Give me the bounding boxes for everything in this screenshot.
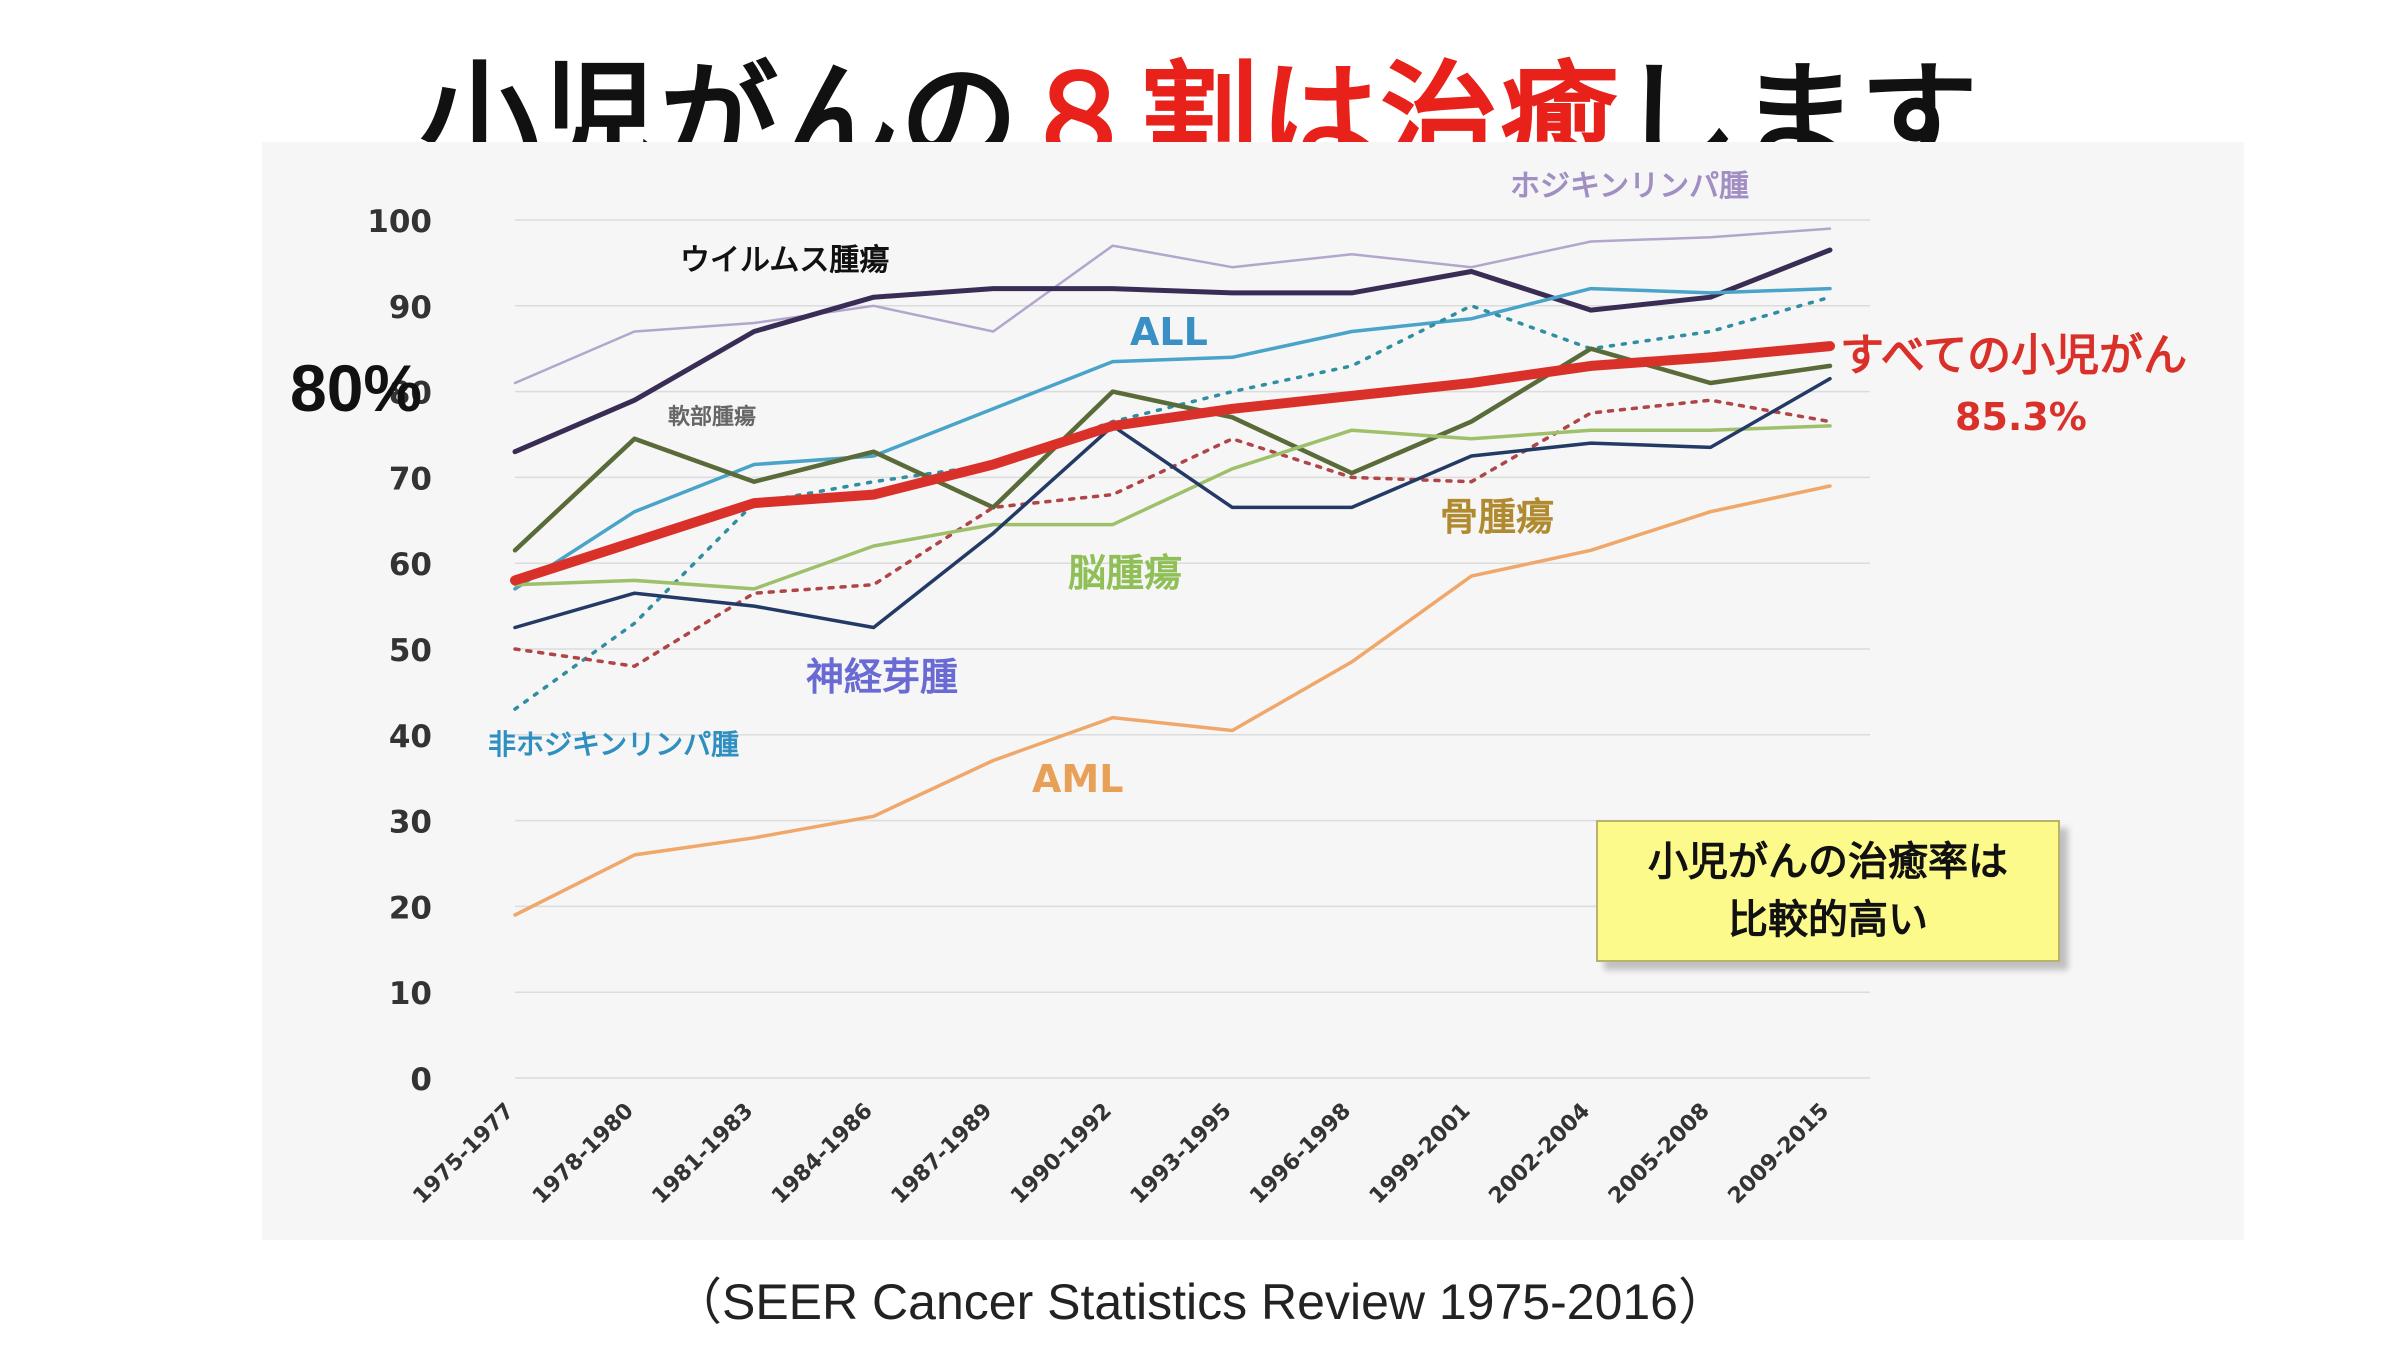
y-tick-label: 90 <box>389 290 432 326</box>
y-tick-label: 0 <box>410 1062 432 1098</box>
series-line <box>513 484 1832 917</box>
x-tick-label: 1993-1995 <box>1126 1099 1237 1210</box>
x-tick-label: 1978-1980 <box>528 1099 639 1210</box>
series-annotation: 骨腫瘍 <box>1440 495 1554 539</box>
series-annotation: すべての小児がん <box>1840 330 2187 381</box>
x-tick-label: 1975-1977 <box>409 1099 520 1210</box>
source-citation: （SEER Cancer Statistics Review 1975-2016… <box>671 1274 1728 1330</box>
series-annotation: 軟部腫瘍 <box>668 404 756 430</box>
series-line <box>513 424 1832 591</box>
x-tick-label: 1984-1986 <box>767 1099 878 1210</box>
x-tick-label: 1996-1998 <box>1245 1099 1356 1210</box>
y-tick-label: 20 <box>389 890 432 926</box>
callout-line-1: 小児がんの治癒率は <box>1648 839 2008 885</box>
x-tick-label: 1981-1983 <box>648 1099 759 1210</box>
y-tick-label: 60 <box>389 547 432 583</box>
x-tick-label: 2002-2004 <box>1484 1099 1595 1210</box>
series-line <box>510 341 1835 586</box>
y-tick-label: 40 <box>389 719 432 755</box>
series-annotation: 脳腫瘍 <box>1068 551 1182 595</box>
series-line <box>512 247 1833 455</box>
chart-background <box>262 142 2244 1240</box>
series-line <box>512 346 1833 553</box>
x-tick-label: 1990-1992 <box>1006 1099 1117 1210</box>
y-tick-label: 70 <box>389 461 432 497</box>
series-annotation: ウイルムス腫瘍 <box>680 243 889 278</box>
series-annotation: ホジキンリンパ腫 <box>1510 169 1749 204</box>
eighty-percent-label: 80% <box>290 351 423 425</box>
y-tick-label: 10 <box>389 976 432 1012</box>
y-tick-label: 50 <box>389 633 432 669</box>
page-title: 小児がんの８割は治癒します <box>0 22 2400 193</box>
series-annotation: 非ホジキンリンパ腫 <box>488 728 739 761</box>
x-tick-label: 1987-1989 <box>887 1099 998 1210</box>
series-annotation: 神経芽腫 <box>806 655 958 699</box>
y-tick-label: 30 <box>389 805 432 841</box>
y-tick-label: 80 <box>389 376 432 412</box>
callout-box: 小児がんの治癒率は 比較的高い <box>1596 820 2060 962</box>
y-tick-label: 100 <box>367 204 432 240</box>
x-tick-label: 2009-2015 <box>1724 1099 1835 1210</box>
series-line <box>513 227 1832 385</box>
series-annotation: AML <box>1032 757 1123 801</box>
series-line <box>513 376 1832 630</box>
series-line <box>513 398 1832 668</box>
callout-line-2: 比較的高い <box>1728 897 1928 943</box>
series-annotation: ALL <box>1130 310 1208 354</box>
series-annotation: 85.3% <box>1955 395 2087 439</box>
x-tick-label: 1999-2001 <box>1365 1099 1476 1210</box>
x-tick-label: 2005-2008 <box>1604 1099 1715 1210</box>
